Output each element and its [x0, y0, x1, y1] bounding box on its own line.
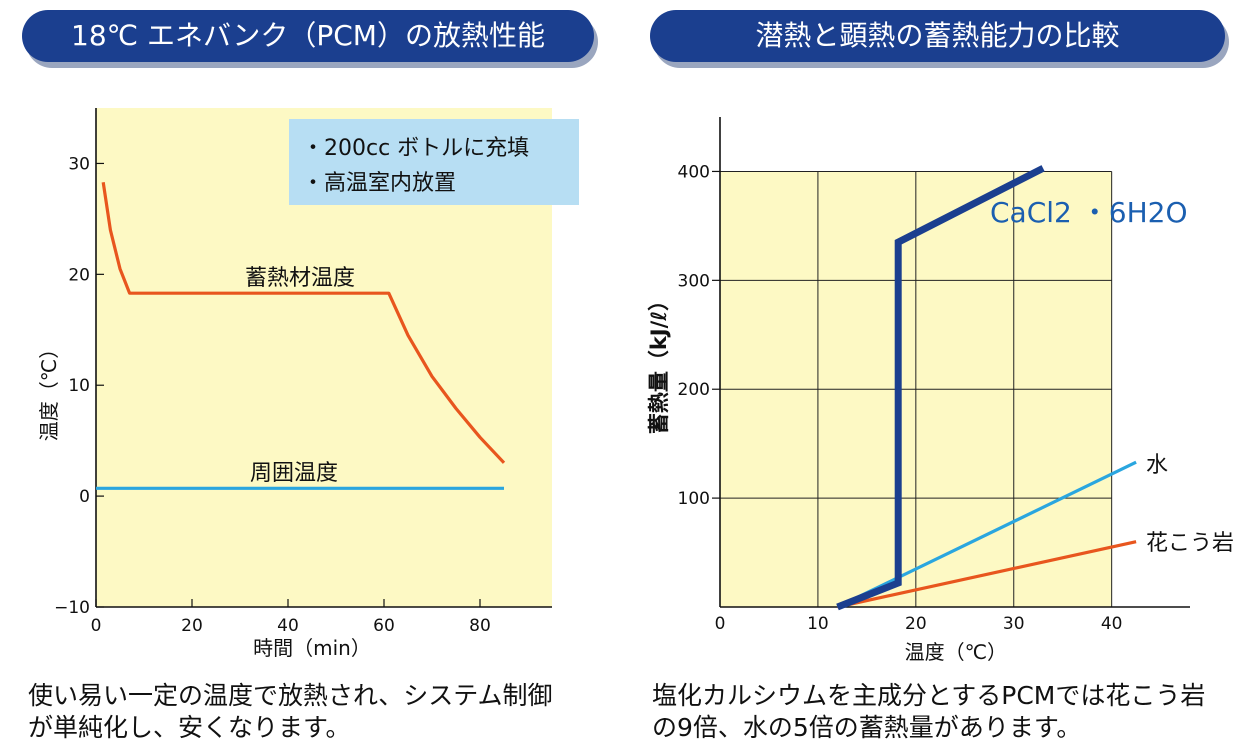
left-note-line: ・200cc ボトルに充填	[302, 136, 529, 161]
left-y-axis-label: 温度（℃）	[37, 339, 61, 441]
left-x-axis-label: 時間（min）	[253, 636, 371, 660]
left-x-tick-label: 60	[373, 616, 395, 636]
left-note-line: ・高温室内放置	[302, 171, 456, 196]
left-caption: 使い易い一定の温度で放熱され、システム制御 が単純化し、安くなります。	[28, 681, 553, 742]
granite-series-label: 花こう岩	[1146, 531, 1234, 556]
water-heat-storage-line	[836, 460, 1137, 609]
left-x-tick-label: 80	[469, 616, 491, 636]
left-x-tick-label: 40	[277, 616, 299, 636]
right-y-tick-label: 400	[678, 162, 710, 182]
water-series-label: 水	[1146, 453, 1168, 478]
granite-heat-storage-line	[837, 540, 1137, 609]
pcm-temperature-label: 蓄熱材温度	[245, 266, 355, 291]
left-y-tick-label: −10	[54, 598, 90, 618]
right-x-tick-label: 30	[1003, 614, 1025, 634]
cacl2-series-label: CaCl2 ・6H2O	[990, 196, 1187, 229]
right-x-axis-label: 温度（℃）	[905, 640, 1007, 664]
right-y-tick-label: 300	[678, 271, 710, 291]
ambient-temperature-label: 周囲温度	[250, 461, 338, 486]
right-chart-header: 潜熱と顕熱の蓄熱能力の比較	[650, 10, 1225, 62]
pcm-temperature-line	[101, 182, 506, 464]
right-y-axis-label: 蓄熱量（kJ/ℓ）	[647, 290, 671, 434]
right-y-tick-label: 200	[678, 380, 710, 400]
right-x-tick-label: 10	[807, 614, 829, 634]
cacl2-heat-storage-line	[836, 165, 1045, 611]
left-chart-header: 18℃ エネバンク（PCM）の放熱性能	[22, 10, 594, 62]
left-y-tick-label: 30	[68, 154, 90, 174]
left-x-tick-label: 20	[181, 616, 203, 636]
left-y-tick-label: 20	[68, 265, 90, 285]
right-y-tick-label: 100	[678, 489, 710, 509]
left-y-tick-label: 0	[79, 487, 90, 507]
right-caption: 塩化カルシウムを主成分とするPCMでは花こう岩 の9倍、水の5倍の蓄熱量がありま…	[652, 681, 1206, 742]
left-note-box	[289, 119, 579, 205]
right-x-tick-label: 40	[1101, 614, 1123, 634]
left-y-tick-label: 10	[68, 376, 90, 396]
left-x-tick-label: 0	[91, 616, 102, 636]
right-x-tick-label: 20	[905, 614, 927, 634]
right-x-tick-label: 0	[715, 614, 726, 634]
